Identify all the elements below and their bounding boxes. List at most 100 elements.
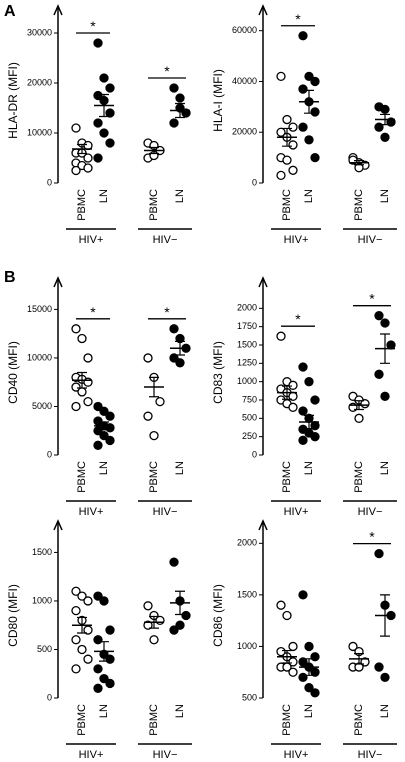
y-axis-title: HLA-DR (MFI) <box>6 62 20 139</box>
x-tick-label: PBMC <box>281 461 293 493</box>
data-point <box>77 644 87 655</box>
x-tick-label: LN <box>174 189 186 203</box>
data-point <box>374 369 384 379</box>
x-tick-label: PBMC <box>148 461 160 493</box>
error-bar <box>149 615 159 629</box>
error-bar <box>77 371 87 389</box>
data-point <box>99 430 109 441</box>
data-point <box>169 625 179 635</box>
error-bar <box>354 160 364 166</box>
data-point <box>93 401 103 412</box>
y-tick-label: 60000 <box>232 25 257 35</box>
data-point <box>380 132 390 142</box>
x-tick-label: LN <box>98 189 110 203</box>
data-point <box>105 138 115 148</box>
data-point <box>99 673 109 684</box>
data-point <box>288 402 298 412</box>
significance-label: * <box>369 291 375 307</box>
error-bar <box>304 658 314 676</box>
y-tick-label: 1000 <box>237 641 257 651</box>
data-point <box>155 396 165 407</box>
chart-panel: HLA-DR (MFI) 0 10000 20000 30000 PBMC LN PBMC LN… <box>6 4 192 246</box>
data-point <box>71 605 81 616</box>
data-point <box>374 548 384 559</box>
data-point <box>105 625 115 635</box>
error-bar <box>175 340 185 356</box>
data-point <box>143 353 153 363</box>
error-bar <box>175 102 185 119</box>
data-point <box>169 557 179 567</box>
data-point <box>83 153 93 163</box>
group-label: HIV+ <box>284 506 309 518</box>
axis-arrow <box>53 4 63 16</box>
x-tick-label: PBMC <box>281 189 293 221</box>
error-bar <box>77 143 87 155</box>
data-point <box>181 610 191 621</box>
data-point <box>175 358 185 368</box>
x-tick-label: LN <box>98 461 110 475</box>
x-tick-label: LN <box>379 704 391 718</box>
data-point <box>143 601 153 611</box>
error-bar <box>175 590 185 616</box>
data-point <box>298 122 308 132</box>
data-point <box>288 380 298 390</box>
data-point <box>304 135 314 145</box>
y-tick-label: 1500 <box>237 339 257 349</box>
data-point <box>93 440 103 450</box>
data-point <box>282 114 292 125</box>
data-point <box>288 140 298 150</box>
data-point <box>105 678 115 689</box>
x-tick-label: LN <box>379 189 391 203</box>
y-tick-label: 1500 <box>237 589 257 599</box>
y-tick-label: 2000 <box>237 538 257 548</box>
data-point <box>149 635 159 645</box>
data-point <box>380 104 390 115</box>
data-point <box>71 324 81 334</box>
significance-label: * <box>369 529 375 545</box>
y-tick-label: 500 <box>242 692 257 702</box>
data-point <box>105 435 115 446</box>
error-bar <box>282 385 292 400</box>
data-point <box>83 625 93 635</box>
data-point <box>149 430 159 441</box>
error-bar <box>282 649 292 664</box>
data-point <box>83 654 93 664</box>
axis-arrow <box>258 519 268 531</box>
data-point <box>105 83 115 93</box>
group-label: HIV− <box>153 749 178 761</box>
data-point <box>310 652 320 662</box>
data-point <box>169 353 179 363</box>
y-axis-title: CD40 (MFI) <box>6 341 20 404</box>
data-point <box>105 108 115 118</box>
data-point <box>276 600 286 610</box>
significance-label: * <box>295 311 301 327</box>
error-bar <box>380 333 390 364</box>
data-point <box>93 591 103 601</box>
chart-panel: CD40 (MFI) 0 5000 10000 15000 PBMC LN PBMC LN HIV… <box>6 276 192 518</box>
data-point <box>169 83 179 93</box>
data-point <box>298 590 308 600</box>
data-point <box>105 411 115 421</box>
panel-label: A <box>4 3 16 20</box>
data-point <box>93 38 103 48</box>
data-point <box>310 107 320 117</box>
data-point <box>310 432 320 442</box>
x-tick-label: LN <box>98 704 110 718</box>
x-tick-label: PBMC <box>281 704 293 736</box>
y-tick-label: 10000 <box>27 127 52 137</box>
data-point <box>71 123 81 133</box>
error-bar <box>380 594 390 637</box>
x-tick-label: PBMC <box>353 189 365 221</box>
data-point <box>310 152 320 163</box>
x-tick-label: LN <box>174 461 186 475</box>
error-bar <box>99 421 109 431</box>
data-point <box>175 620 185 630</box>
error-bar <box>304 414 314 430</box>
y-tick-label: 0 <box>47 449 52 459</box>
y-axis-title: CD86 (MFI) <box>211 584 225 647</box>
y-tick-label: 0 <box>252 177 257 187</box>
group-label: HIV+ <box>79 749 104 761</box>
data-point <box>282 155 292 165</box>
data-point <box>83 596 93 606</box>
data-point <box>310 76 320 87</box>
